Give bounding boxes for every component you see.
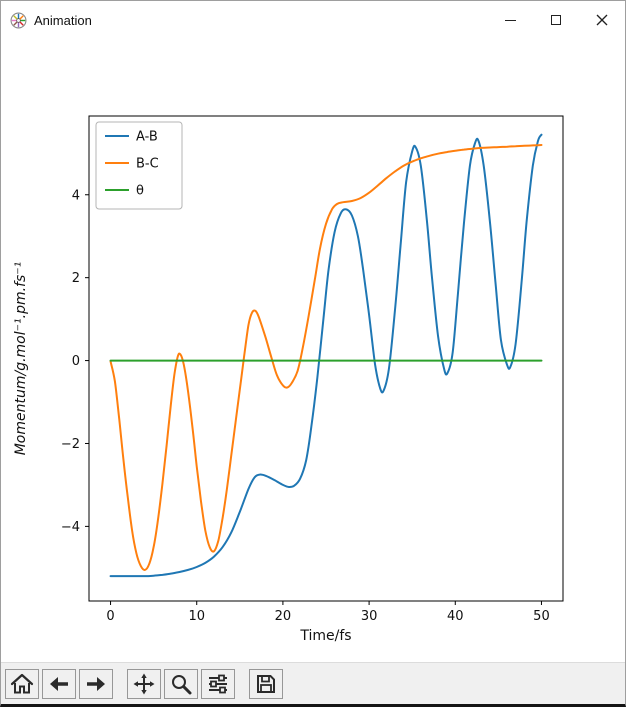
svg-text:4: 4	[72, 188, 80, 203]
svg-text:30: 30	[361, 609, 378, 624]
forward-arrow-icon	[87, 676, 105, 691]
title-bar: Animation	[1, 1, 625, 39]
back-button[interactable]	[42, 668, 76, 699]
svg-text:A-B: A-B	[136, 130, 158, 145]
plot[interactable]: 0 10 20 30 40 50 −4 −2 0 2 4 Time/fs Momentum/g.mol⁻…	[1, 39, 625, 662]
home-icon	[10, 673, 34, 693]
y-axis-label: Momentum/g.mol⁻¹.pm.fs⁻¹	[13, 262, 29, 456]
matplotlib-logo-icon	[10, 12, 27, 29]
plot-axis-labels: Time/fs Momentum/g.mol⁻¹.pm.fs⁻¹	[13, 262, 352, 644]
forward-button[interactable]	[79, 668, 113, 699]
svg-text:2: 2	[72, 271, 80, 286]
x-axis-label: Time/fs	[299, 628, 351, 644]
svg-text:−2: −2	[61, 437, 80, 452]
svg-text:0: 0	[72, 354, 80, 369]
window-title: Animation	[34, 12, 92, 28]
svg-text:20: 20	[275, 609, 292, 624]
svg-text:0: 0	[106, 609, 114, 624]
configure-subplots-button[interactable]	[201, 668, 235, 699]
close-button[interactable]	[579, 1, 625, 39]
pan-move-icon	[133, 673, 155, 694]
save-button[interactable]	[249, 668, 283, 699]
save-floppy-icon	[257, 674, 275, 693]
home-button[interactable]	[5, 668, 39, 699]
minimize-button[interactable]	[487, 1, 533, 39]
close-icon	[596, 14, 608, 26]
svg-text:B-C: B-C	[136, 157, 159, 172]
maximize-button[interactable]	[533, 1, 579, 39]
zoom-magnifier-icon	[172, 674, 192, 694]
series-line-0	[109, 133, 543, 578]
svg-text:−4: −4	[61, 520, 80, 535]
navigation-toolbar	[1, 662, 625, 704]
pan-button[interactable]	[127, 668, 161, 699]
svg-text:10: 10	[188, 609, 205, 624]
plot-series	[109, 133, 543, 578]
svg-text:50: 50	[533, 609, 550, 624]
maximize-icon	[551, 15, 561, 25]
plot-background	[1, 39, 625, 662]
svg-text:θ: θ	[136, 184, 144, 199]
plot-tick-labels: 0 10 20 30 40 50 −4 −2 0 2 4	[61, 188, 550, 624]
figure-canvas[interactable]: 0 10 20 30 40 50 −4 −2 0 2 4 Time/fs Momentum/g.mol⁻…	[1, 39, 625, 662]
plot-legend: A-B B-C θ	[95, 121, 183, 210]
plot-axes	[88, 115, 564, 602]
back-arrow-icon	[50, 676, 68, 691]
svg-text:40: 40	[447, 609, 464, 624]
zoom-button[interactable]	[164, 668, 198, 699]
series-line-1	[109, 144, 543, 571]
sliders-icon	[209, 674, 227, 693]
minimize-icon	[504, 19, 516, 21]
